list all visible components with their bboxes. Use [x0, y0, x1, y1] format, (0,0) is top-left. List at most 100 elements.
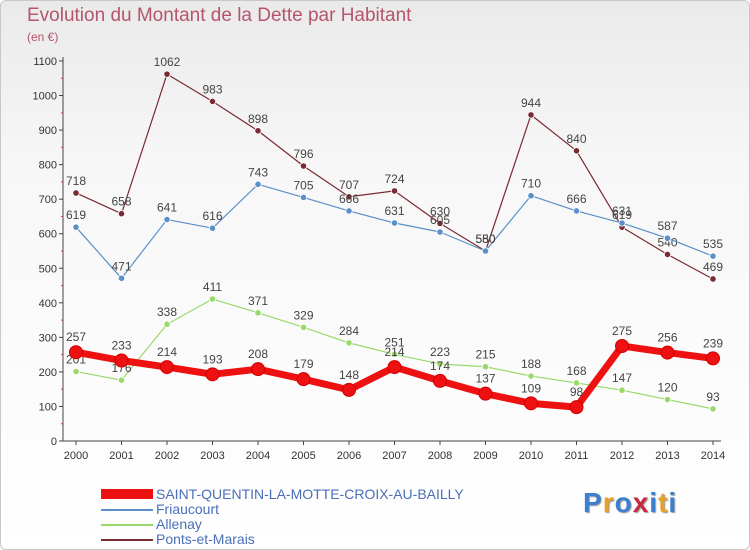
- data-label: 710: [521, 177, 541, 191]
- data-point: [663, 250, 672, 259]
- data-point: [572, 207, 581, 215]
- data-point: [709, 405, 717, 413]
- data-label: 705: [293, 178, 313, 192]
- data-label: 257: [66, 330, 86, 344]
- y-tick-label: 1100: [33, 56, 57, 68]
- logo-letter: i: [649, 487, 659, 518]
- data-label: 174: [430, 359, 450, 373]
- data-label: 147: [612, 371, 632, 385]
- data-point: [481, 247, 490, 255]
- data-point: [299, 323, 308, 331]
- data-label: 109: [521, 381, 541, 395]
- data-label: 580: [475, 232, 495, 246]
- logo-letter: o: [614, 487, 633, 518]
- y-tick-label: 200: [39, 367, 57, 379]
- data-point: [481, 363, 490, 371]
- data-point: [72, 189, 80, 197]
- data-point: [663, 234, 672, 242]
- data-label: 179: [293, 357, 313, 371]
- y-tick-label: 700: [39, 194, 57, 206]
- data-point: [436, 360, 444, 368]
- data-label: 550: [475, 232, 495, 246]
- data-label: 944: [521, 96, 541, 110]
- data-point: [299, 162, 308, 170]
- data-label: 284: [339, 324, 359, 338]
- data-point: [709, 275, 717, 283]
- data-point: [254, 127, 262, 135]
- data-point: [572, 379, 581, 387]
- data-label: 471: [111, 259, 131, 273]
- data-label: 707: [339, 178, 359, 192]
- data-point: [524, 396, 538, 411]
- y-tick-label: 300: [39, 332, 57, 344]
- logo-letter: r: [602, 487, 615, 518]
- data-label: 214: [384, 345, 404, 359]
- data-label: 371: [248, 294, 268, 308]
- data-label: 631: [384, 204, 404, 218]
- x-tick-label: 2006: [337, 450, 361, 462]
- data-point: [72, 223, 80, 231]
- legend-swatch: [101, 524, 153, 526]
- y-tick-label: 500: [39, 263, 57, 275]
- data-label: 275: [612, 324, 632, 338]
- legend-label: SAINT-QUENTIN-LA-MOTTE-CROIX-AU-BAILLY: [156, 486, 464, 502]
- data-point: [163, 70, 171, 78]
- logo-letter: P: [583, 487, 603, 518]
- data-label: 898: [248, 112, 268, 126]
- data-point: [527, 192, 535, 200]
- legend-swatch: [101, 489, 153, 499]
- data-label: 338: [157, 305, 177, 319]
- data-point: [572, 147, 581, 155]
- data-point: [569, 400, 584, 415]
- data-point: [117, 210, 126, 218]
- data-point: [527, 372, 535, 380]
- data-label: 616: [202, 209, 222, 223]
- y-tick-label: 900: [39, 125, 57, 137]
- data-point: [709, 252, 717, 260]
- data-point: [163, 215, 171, 224]
- y-tick-label: 100: [39, 401, 57, 413]
- data-point: [69, 345, 83, 360]
- data-point: [345, 207, 353, 215]
- data-label: 641: [157, 201, 177, 215]
- data-label: 840: [566, 132, 586, 146]
- data-point: [390, 350, 399, 358]
- data-label: 619: [612, 208, 632, 222]
- data-point: [299, 193, 308, 202]
- logo-letter: x: [632, 487, 650, 518]
- legend-label: Friaucourt: [156, 501, 220, 517]
- data-point: [117, 274, 126, 282]
- data-label: 148: [339, 368, 359, 382]
- data-point: [345, 339, 353, 347]
- data-point: [254, 180, 262, 188]
- data-point: [706, 351, 720, 366]
- x-tick-label: 2008: [428, 450, 452, 462]
- y-tick-label: 600: [39, 229, 57, 241]
- y-tick-label: 0: [51, 436, 57, 448]
- x-tick-label: 2002: [155, 450, 179, 462]
- y-tick-label: 800: [39, 160, 57, 172]
- data-point: [251, 362, 265, 377]
- data-label: 214: [157, 345, 177, 359]
- x-tick-label: 2014: [701, 450, 725, 462]
- data-label: 743: [248, 165, 268, 179]
- data-point: [663, 395, 672, 404]
- chart-title: Evolution du Montant de la Dette par Hab…: [27, 5, 412, 26]
- data-point: [390, 187, 399, 195]
- data-label: 329: [293, 308, 313, 322]
- x-tick-label: 2005: [291, 450, 315, 462]
- data-label: 137: [475, 372, 495, 386]
- legend-label: Ponts-et-Marais: [156, 531, 255, 547]
- data-point: [342, 382, 356, 397]
- data-label: 666: [339, 192, 359, 206]
- data-label: 223: [430, 345, 450, 359]
- x-tick-label: 2013: [655, 450, 679, 462]
- logo-letter: i: [668, 487, 678, 518]
- y-tick-label: 1000: [33, 91, 57, 103]
- data-point: [208, 224, 217, 232]
- data-point: [72, 367, 80, 376]
- x-tick-label: 2010: [519, 450, 543, 462]
- data-label: 98: [570, 385, 584, 399]
- data-point: [208, 97, 217, 106]
